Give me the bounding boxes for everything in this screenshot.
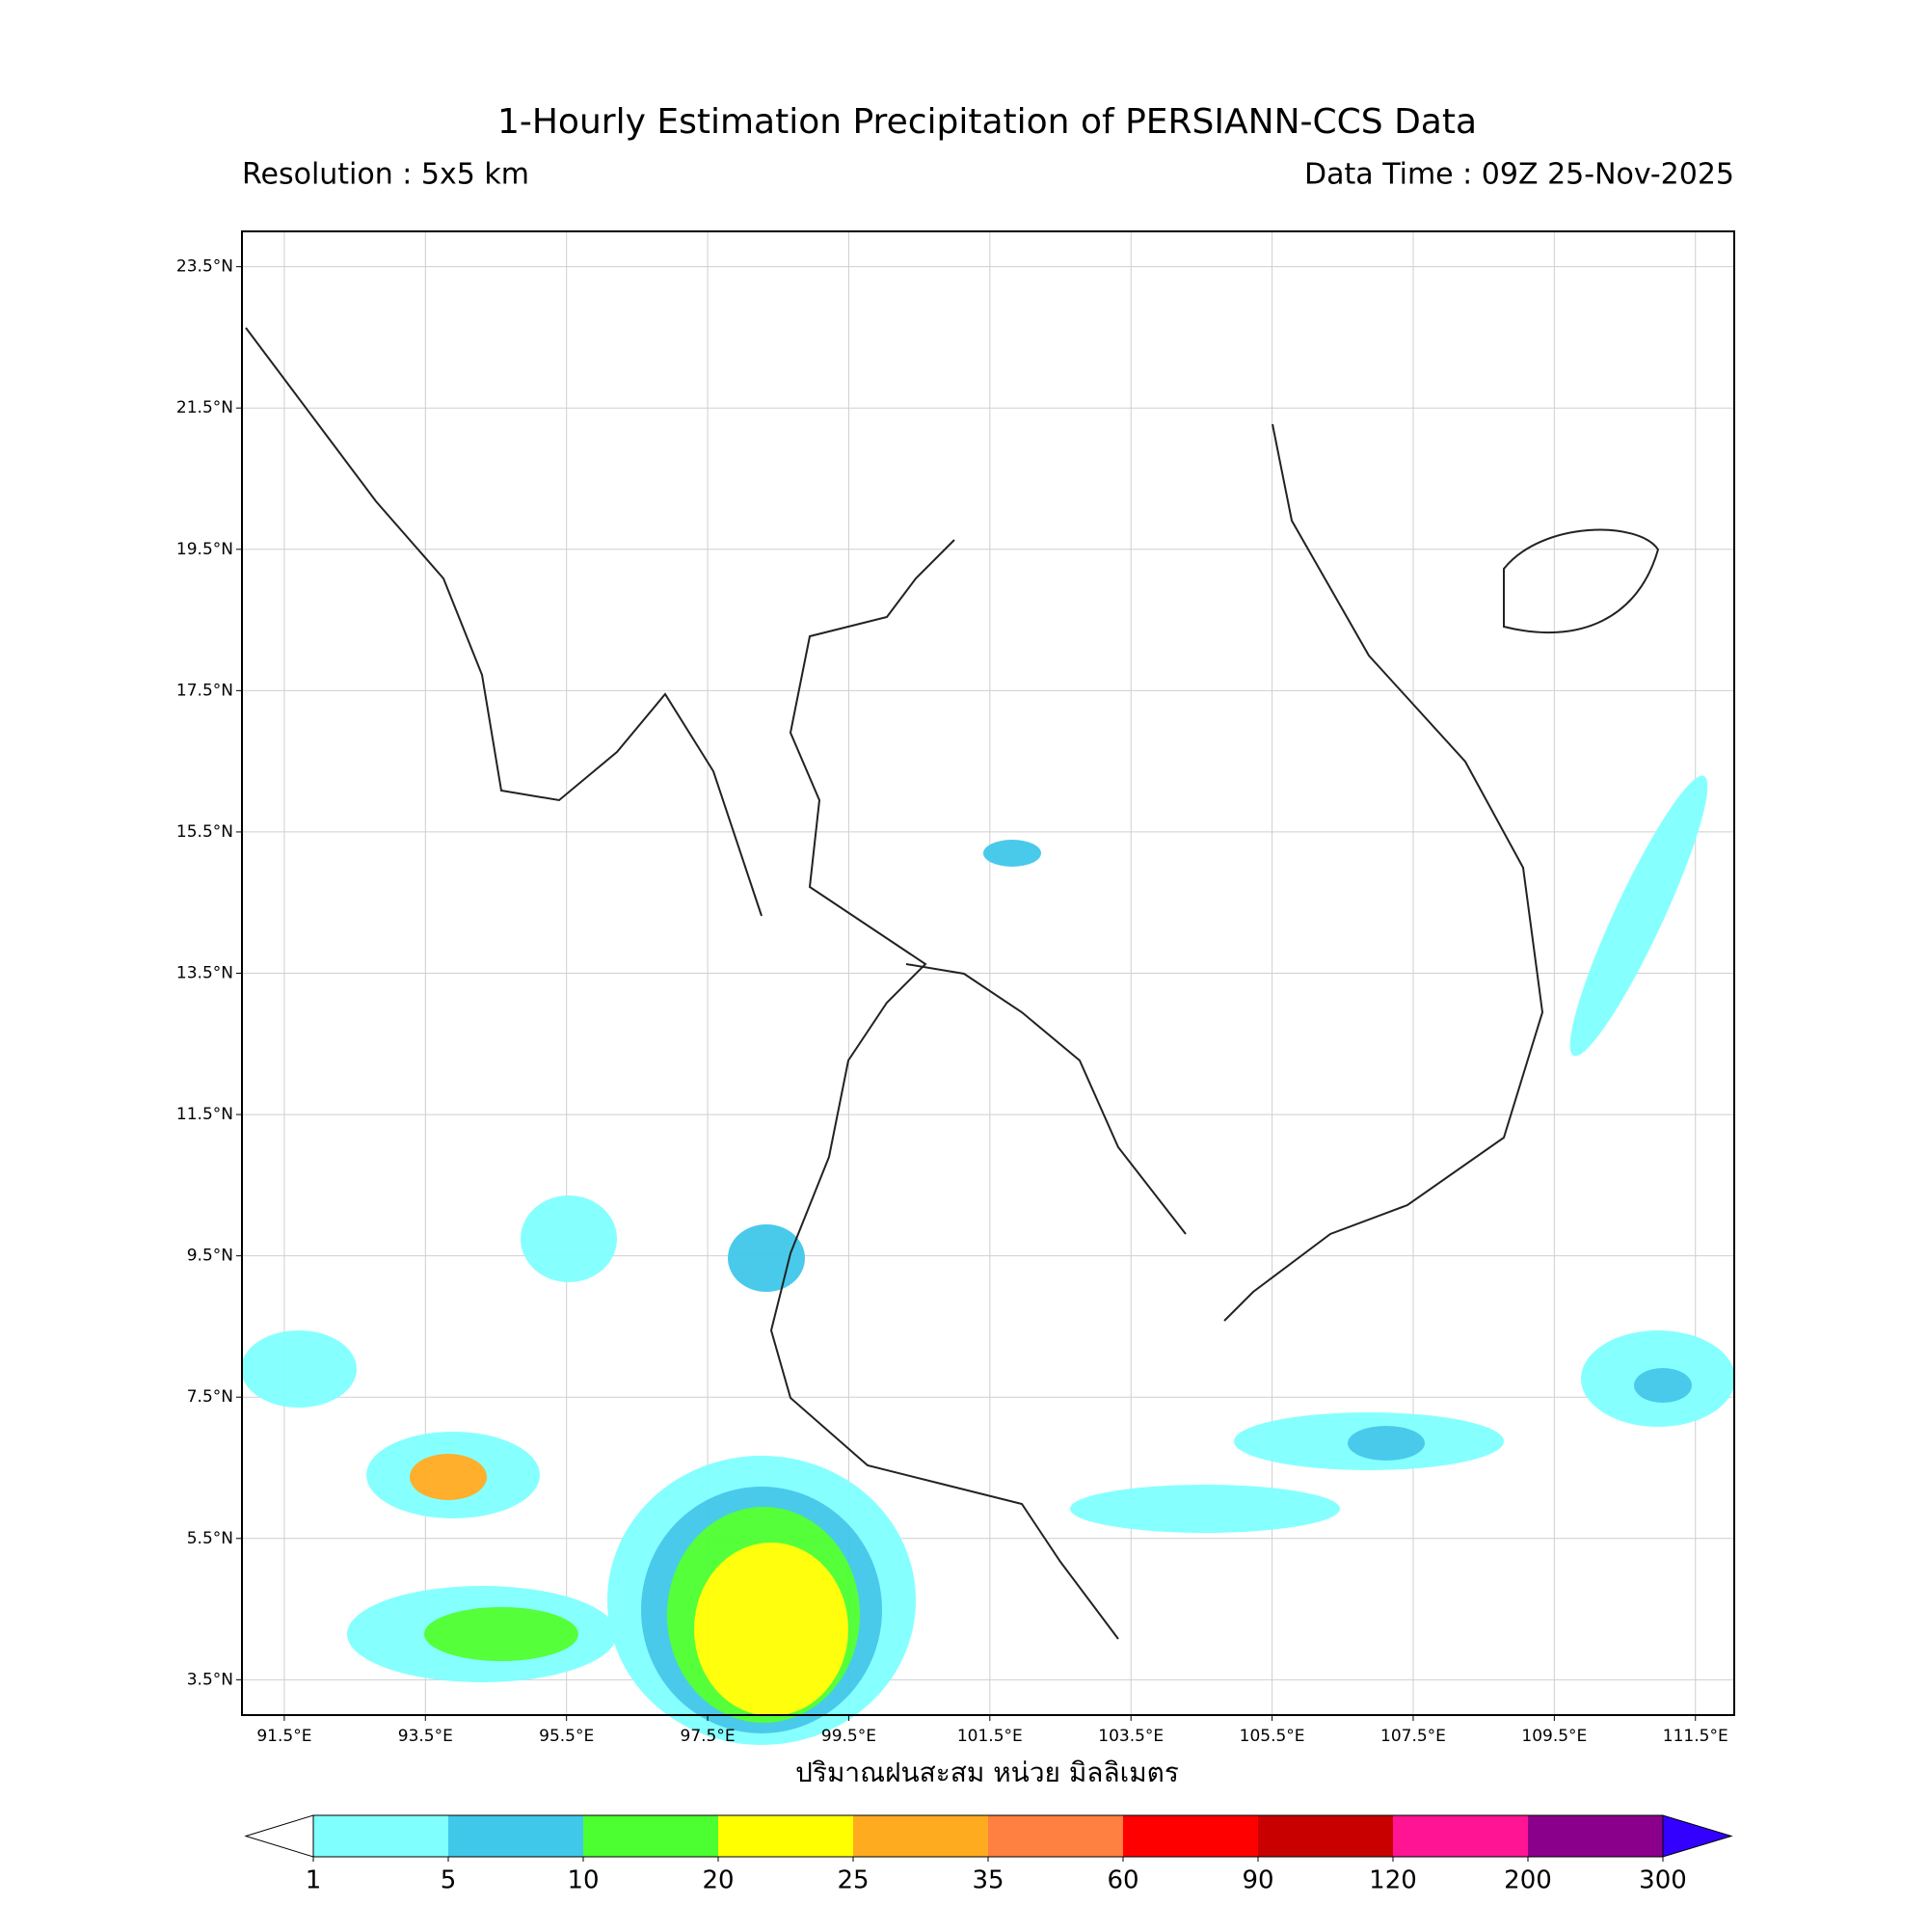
colorbar-label: 5 — [441, 1866, 457, 1895]
y-tick-label: 23.5°N — [176, 257, 233, 277]
x-axis-label: ปริมาณฝนสะสม หน่วย มิลลิเมตร — [795, 1757, 1179, 1788]
colorbar-bin — [448, 1815, 583, 1857]
y-tick-label: 5.5°N — [187, 1529, 233, 1548]
rain-area — [241, 1330, 357, 1408]
colorbar-over — [1662, 1814, 1733, 1858]
colorbar-bin — [1393, 1815, 1528, 1857]
y-tick-label: 21.5°N — [176, 398, 233, 417]
x-tick-label: 93.5°E — [398, 1727, 453, 1746]
coastline — [245, 327, 1660, 1640]
colorbar-bin — [313, 1815, 448, 1857]
rain-area — [728, 1224, 805, 1292]
rain-area — [410, 1454, 487, 1500]
coast — [1503, 528, 1660, 634]
y-tick-label: 17.5°N — [176, 681, 233, 700]
resolution: Resolution : 5x5 km — [242, 158, 529, 192]
y-tick-label: 13.5°N — [176, 964, 233, 983]
coast — [245, 327, 763, 917]
data-time: Data Time : 09Z 25-Nov-2025 — [1304, 158, 1734, 192]
colorbar-bin — [718, 1815, 853, 1857]
colorbar-label: 300 — [1639, 1866, 1687, 1895]
rain-area — [424, 1607, 578, 1661]
title: 1-Hourly Estimation Precipitation of PER… — [497, 102, 1477, 142]
x-tick-label: 109.5°E — [1521, 1727, 1587, 1746]
x-tick-label: 91.5°E — [256, 1727, 311, 1746]
colorbar-bin — [1528, 1815, 1663, 1857]
colorbar-label: 10 — [567, 1866, 599, 1895]
colorbar-label: 200 — [1504, 1866, 1552, 1895]
colorbar: 1 5 10 20 25 35 60 90 120 200 300 — [244, 1814, 1733, 1895]
colorbar-label: 120 — [1369, 1866, 1417, 1895]
colorbar-label: 35 — [972, 1866, 1004, 1895]
rain-area — [1569, 775, 1708, 1057]
x-tick-label: 97.5°E — [681, 1727, 736, 1746]
rain-area — [521, 1195, 617, 1282]
y-tick-label: 15.5°N — [176, 822, 233, 842]
colorbar-label: 1 — [306, 1866, 322, 1895]
colorbar-bin — [988, 1815, 1123, 1857]
y-tick-label: 3.5°N — [187, 1670, 233, 1689]
y-tick-label: 7.5°N — [187, 1387, 233, 1407]
x-tick-label: 111.5°E — [1663, 1727, 1728, 1746]
colorbar-label: 20 — [702, 1866, 734, 1895]
rain-area — [1070, 1485, 1340, 1533]
x-tick-label: 99.5°E — [821, 1727, 876, 1746]
y-tick-label: 19.5°N — [176, 540, 233, 559]
x-tick-label: 101.5°E — [957, 1727, 1023, 1746]
rain-area — [1348, 1426, 1425, 1461]
coast — [1223, 423, 1544, 1322]
colorbar-bin — [853, 1815, 988, 1857]
colorbar-label: 90 — [1242, 1866, 1273, 1895]
colorbar-bin — [1258, 1815, 1393, 1857]
colorbar-label: 25 — [837, 1866, 869, 1895]
rain-area — [1634, 1368, 1692, 1403]
precipitation-field — [241, 775, 1735, 1745]
colorbar-bin — [1123, 1815, 1258, 1857]
colorbar-under — [244, 1814, 314, 1858]
colorbar-bin — [583, 1815, 718, 1857]
x-tick-label: 103.5°E — [1098, 1727, 1164, 1746]
x-tick-label: 105.5°E — [1240, 1727, 1305, 1746]
colorbar-label: 60 — [1107, 1866, 1138, 1895]
coast — [905, 963, 1187, 1235]
rain-area — [983, 840, 1041, 867]
y-tick-label: 11.5°N — [176, 1105, 233, 1124]
x-tick-label: 107.5°E — [1380, 1727, 1446, 1746]
y-tick-label: 9.5°N — [187, 1247, 233, 1266]
coast — [769, 539, 1119, 1640]
rain-area — [694, 1543, 848, 1716]
x-tick-label: 95.5°E — [539, 1727, 594, 1746]
